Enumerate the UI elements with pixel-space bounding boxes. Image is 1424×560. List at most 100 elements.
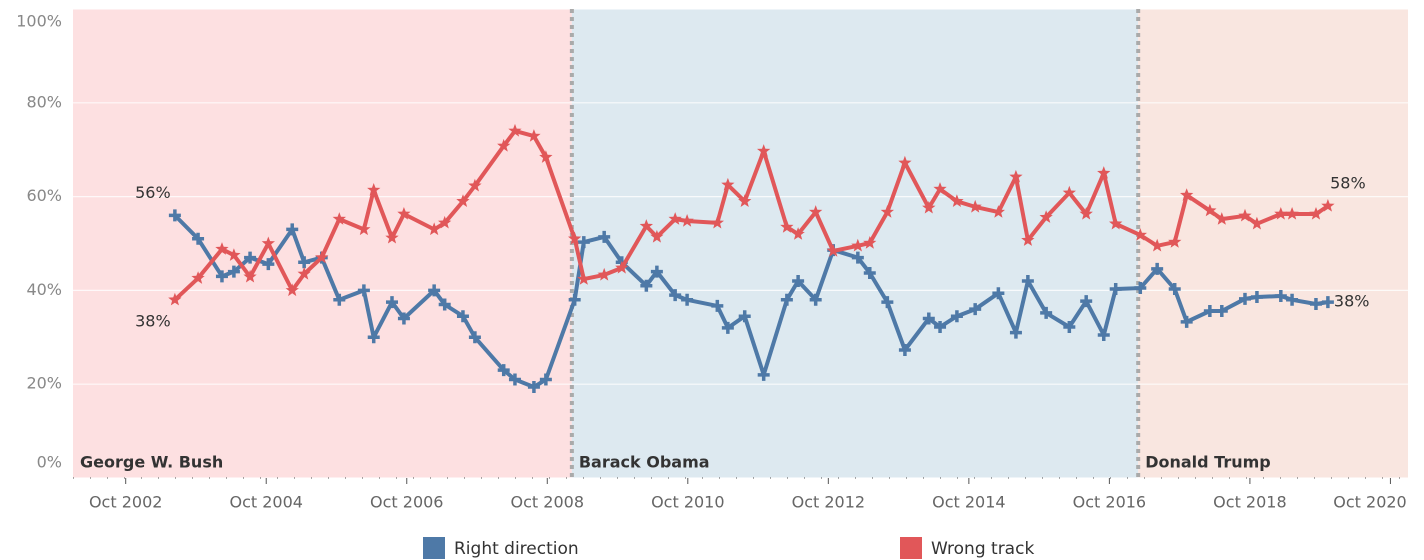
point: [568, 293, 581, 306]
point: [639, 219, 653, 232]
data-label: 38%: [1334, 292, 1370, 311]
x-tick-label: Oct 2004: [229, 493, 302, 512]
data-label: 58%: [1330, 173, 1366, 192]
point: [680, 214, 694, 227]
point: [428, 284, 441, 297]
point: [880, 205, 894, 218]
point: [968, 199, 982, 213]
x-tick-label: Oct 2012: [792, 493, 865, 512]
point: [397, 312, 410, 325]
point: [1309, 207, 1323, 220]
point: [191, 271, 205, 284]
point: [577, 272, 591, 285]
point: [1250, 216, 1264, 230]
point: [1150, 238, 1164, 252]
point: [780, 220, 794, 233]
point: [332, 212, 346, 225]
point: [668, 212, 682, 225]
era-band: [1138, 9, 1408, 478]
point: [508, 123, 522, 137]
point: [215, 242, 229, 255]
point: [863, 236, 877, 249]
legend-swatch: [900, 537, 922, 559]
point: [738, 310, 751, 323]
point: [809, 205, 823, 218]
point: [367, 183, 381, 196]
point: [577, 236, 590, 249]
point: [1321, 199, 1335, 212]
point: [933, 182, 947, 195]
point: [286, 223, 299, 236]
point: [851, 238, 865, 252]
point: [1286, 293, 1299, 306]
point: [881, 296, 894, 309]
point: [438, 215, 452, 229]
point: [438, 298, 451, 311]
point: [1133, 228, 1147, 241]
point: [950, 194, 964, 207]
point: [650, 265, 663, 278]
point: [215, 270, 228, 283]
point: [1097, 328, 1110, 341]
point: [539, 373, 552, 386]
point: [1009, 326, 1022, 339]
point: [397, 207, 411, 220]
point: [1021, 275, 1034, 288]
point: [315, 250, 329, 264]
point: [262, 258, 275, 271]
era-label: George W. Bush: [80, 453, 223, 472]
y-tick-label: 20%: [26, 374, 62, 393]
point: [298, 256, 311, 269]
point: [1274, 290, 1287, 303]
point: [969, 303, 982, 316]
point: [297, 267, 311, 280]
point: [1285, 207, 1299, 220]
point: [1109, 282, 1122, 295]
point: [539, 150, 553, 163]
point: [1215, 212, 1229, 225]
point: [780, 293, 793, 306]
point: [721, 177, 735, 191]
point: [597, 267, 611, 281]
point: [757, 368, 770, 381]
point: [922, 200, 936, 214]
point: [1168, 282, 1181, 295]
point: [456, 194, 470, 207]
series-line: [173, 213, 1329, 389]
point: [757, 144, 771, 157]
y-tick-label: 40%: [26, 280, 62, 299]
point: [1009, 169, 1023, 183]
point: [826, 244, 840, 257]
point: [1109, 216, 1123, 230]
data-label: 38%: [135, 311, 171, 330]
era-band: [571, 9, 1139, 478]
legend-swatch: [423, 537, 445, 559]
point: [227, 248, 241, 261]
point: [1062, 185, 1076, 199]
x-tick-label: Oct 2018: [1213, 493, 1286, 512]
point: [1238, 292, 1251, 305]
point: [168, 209, 181, 222]
legend-label: Wrong track: [931, 539, 1034, 559]
point: [456, 310, 469, 323]
point: [1309, 298, 1322, 311]
point: [669, 289, 682, 302]
point: [568, 231, 582, 245]
point: [497, 138, 511, 152]
x-tick-label: Oct 2006: [370, 493, 443, 512]
point: [243, 269, 257, 283]
point: [992, 287, 1005, 300]
y-tick-label: 80%: [26, 92, 62, 111]
point: [792, 275, 805, 288]
era-label: Barack Obama: [579, 453, 710, 472]
point: [1039, 210, 1053, 223]
point: [508, 373, 521, 386]
point: [598, 230, 611, 243]
y-tick-label: 60%: [26, 186, 62, 205]
point: [1180, 188, 1194, 201]
point: [385, 230, 399, 244]
point: [1203, 203, 1217, 217]
point: [1250, 290, 1263, 303]
point: [333, 293, 346, 306]
point: [244, 251, 257, 264]
